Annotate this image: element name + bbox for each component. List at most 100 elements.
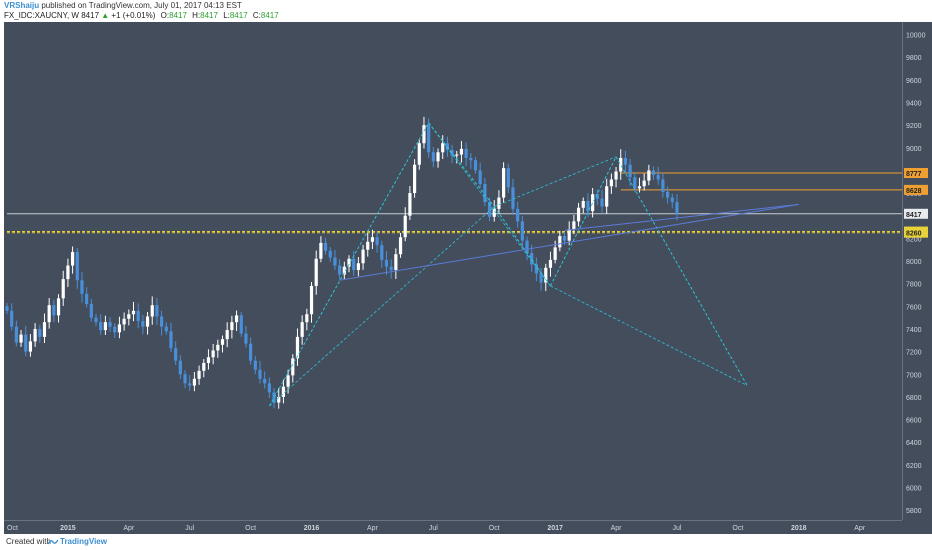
- candle-body: [530, 253, 534, 265]
- candle-body: [492, 208, 496, 217]
- time-axis[interactable]: [4, 520, 902, 534]
- y-tick-label: 6400: [906, 440, 922, 447]
- candle-body: [155, 305, 159, 317]
- candle-body: [160, 316, 164, 327]
- x-tick-label: Jul: [672, 525, 681, 532]
- candle-body: [145, 316, 150, 327]
- candle-body: [562, 236, 567, 241]
- candle-body: [370, 237, 375, 242]
- x-tick-label: Apr: [611, 525, 623, 532]
- low-value: 8417: [229, 11, 248, 20]
- candle-body: [366, 241, 370, 250]
- candle-body: [389, 266, 393, 271]
- y-tick-label: 8000: [906, 259, 922, 266]
- candle-body: [623, 157, 628, 165]
- x-tick-label: 2016: [304, 525, 320, 532]
- candle-body: [319, 242, 323, 259]
- level-label: 8777: [906, 171, 922, 178]
- level-label-bg: [904, 208, 928, 219]
- trendline: [339, 203, 799, 281]
- candle-body: [286, 375, 290, 387]
- level-label: 8260: [906, 231, 922, 238]
- candle-body: [605, 186, 609, 207]
- candle-body: [281, 386, 286, 397]
- up-arrow-icon: ▲: [101, 11, 110, 20]
- pattern-diagonal: [550, 285, 748, 386]
- y-tick-label: 7800: [906, 282, 922, 289]
- candle-body: [249, 343, 253, 361]
- x-tick-label: Jul: [429, 525, 438, 532]
- candle-body: [394, 254, 398, 271]
- tradingview-brand[interactable]: TradingView: [60, 537, 107, 546]
- candle-body: [473, 160, 478, 171]
- x-tick-label: Oct: [732, 525, 743, 532]
- candle-body: [553, 247, 557, 260]
- candle-body: [614, 171, 618, 180]
- candle-body: [478, 170, 482, 184]
- candle-body: [178, 360, 182, 375]
- y-tick-label: 7200: [906, 350, 922, 357]
- x-tick-label: Apr: [854, 525, 866, 532]
- candle-body: [497, 197, 501, 209]
- candle-body: [436, 152, 440, 162]
- candle-body: [263, 378, 267, 384]
- candle-body: [572, 221, 576, 230]
- candle-body: [94, 317, 98, 323]
- candle-body: [328, 250, 332, 258]
- price-axis[interactable]: [902, 22, 932, 520]
- candle-body: [422, 125, 426, 144]
- candle-body: [103, 322, 107, 331]
- candle-body: [656, 174, 660, 180]
- candle-body: [42, 322, 47, 337]
- y-tick-label: 10000: [906, 33, 926, 40]
- level-label-bg: [904, 168, 928, 179]
- candle-body: [66, 265, 70, 280]
- candle-body: [483, 183, 487, 203]
- candle-body: [609, 179, 613, 187]
- candle-body: [661, 179, 665, 192]
- pattern-diagonal: [494, 156, 617, 208]
- candle-body: [131, 310, 136, 315]
- x-tick-label: Apr: [123, 525, 135, 532]
- created-with-text: Created with: [6, 537, 51, 546]
- change-value: +1 (+0.01%): [111, 11, 156, 20]
- candle-body: [539, 273, 543, 283]
- candle-body: [431, 152, 435, 162]
- high-value: 8417: [200, 11, 218, 20]
- pattern-diagonal: [428, 122, 551, 287]
- candle-body: [211, 350, 215, 358]
- candle-body: [206, 357, 211, 363]
- footer: Created with TradingView: [0, 534, 932, 550]
- candle-body: [520, 221, 524, 241]
- candle-body: [427, 125, 431, 153]
- candle-body: [450, 150, 454, 156]
- candle-body: [61, 279, 65, 299]
- candle-body: [455, 154, 459, 156]
- candle-body: [117, 324, 122, 333]
- author-link[interactable]: VRShaiju: [4, 1, 40, 10]
- candle-body: [464, 148, 468, 158]
- candle-body: [202, 362, 206, 371]
- candle-body: [295, 336, 300, 359]
- y-tick-label: 7000: [906, 372, 922, 379]
- level-label: 8628: [906, 188, 922, 195]
- ohlc-line: FX_IDC:XAUCNY, W 8417 ▲ +1 (+0.01%) O:84…: [4, 11, 279, 20]
- candle-body: [309, 285, 314, 315]
- candle-body: [56, 298, 61, 316]
- candle-body: [642, 180, 646, 187]
- candle-body: [333, 257, 337, 266]
- open-value: 8417: [169, 11, 187, 20]
- y-tick-label: 5800: [906, 508, 922, 515]
- candle-body: [24, 334, 28, 352]
- plot-layer: [5, 116, 902, 409]
- candle-body: [586, 200, 590, 212]
- high-label: H:: [192, 11, 201, 20]
- candle-body: [600, 198, 604, 207]
- candle-body: [408, 193, 412, 216]
- level-label-bg: [904, 184, 928, 195]
- candle-body: [52, 305, 56, 316]
- y-tick-label: 9000: [906, 146, 922, 153]
- candle-body: [300, 322, 304, 337]
- candle-body: [628, 164, 632, 178]
- plot-area[interactable]: [4, 22, 902, 520]
